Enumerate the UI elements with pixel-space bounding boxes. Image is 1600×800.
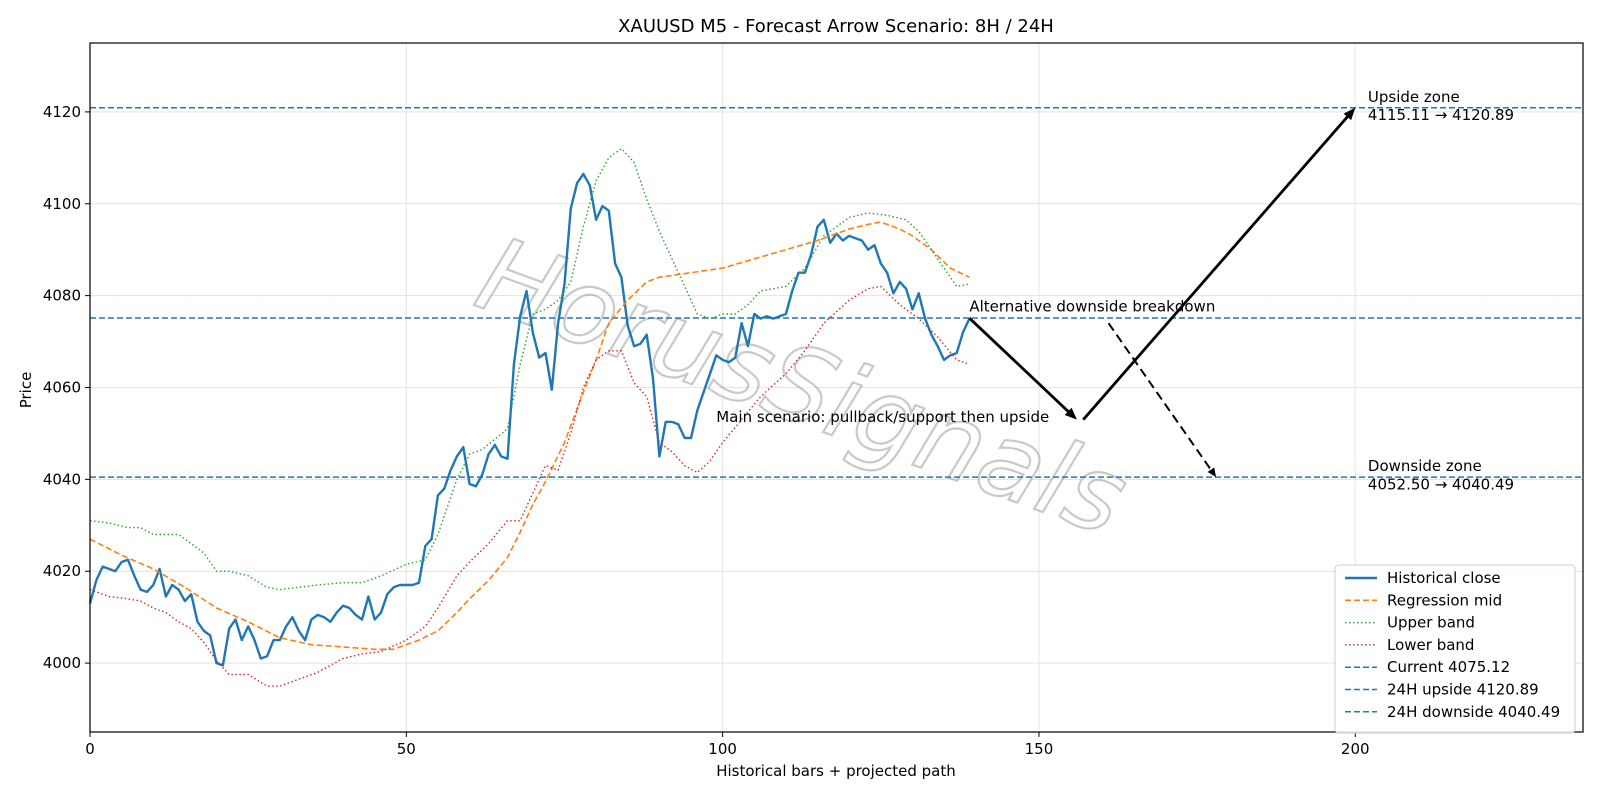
x-tick-label: 50 [397,740,416,758]
y-tick-label: 4060 [43,379,81,397]
legend-label: Current 4075.12 [1387,658,1510,676]
annotation-upside-1: Upside zone [1368,88,1460,106]
forecast-arrows [968,107,1356,478]
legend-label: Lower band [1387,636,1474,654]
legend-label: Historical close [1387,569,1501,587]
y-tick-label: 4040 [43,470,81,488]
y-tick-label: 4080 [43,287,81,305]
arrow-head-alternative [1207,467,1217,478]
x-tick-label: 100 [708,740,737,758]
y-axis-label: Price [17,372,35,409]
legend-label: 24H upside 4120.89 [1387,681,1539,699]
annotation-downside-1: Downside zone [1368,457,1482,475]
arrow-shaft-main-down [968,317,1073,416]
arrow-shaft-alternative [1107,322,1214,474]
x-tick-label: 150 [1025,740,1054,758]
arrow-head-main-up [1343,107,1356,121]
y-tick-label: 4000 [43,654,81,672]
annotations: Main scenario: pullback/support then ups… [716,88,1514,494]
legend: Historical close Regression mid Upper band… [1334,564,1576,734]
legend-label: 24H downside 4040.49 [1387,703,1560,721]
legend-box [1334,564,1576,734]
chart-title: XAUUSD M5 - Forecast Arrow Scenario: 8H … [618,16,1054,37]
x-tick-label: 0 [85,740,95,758]
annotation-alternative: Alternative downside breakdown [969,298,1215,316]
annotation-main: Main scenario: pullback/support then ups… [716,408,1049,426]
legend-label: Upper band [1387,614,1475,632]
series-line-regression-mid [89,221,970,651]
arrow-head-main-down [1064,407,1077,420]
annotation-downside-2: 4052.50 → 4040.49 [1368,475,1514,493]
series-line-lower-band [89,285,970,687]
gridlines [89,43,1583,732]
legend-label: Regression mid [1387,591,1502,609]
x-axis-label: Historical bars + projected path [716,762,956,780]
annotation-upside-2: 4115.11 → 4120.89 [1368,106,1514,124]
y-tick-label: 4020 [43,562,81,580]
series-line-historical-close [88,172,971,667]
reference-lines [90,107,1583,478]
x-tick-label: 200 [1341,740,1370,758]
data-series [88,147,971,687]
y-tick-label: 4100 [43,195,81,213]
axes: 0 50 100 150 200 4000 4020 4040 4060 4080 4100 4120 [43,103,1370,758]
y-tick-label: 4120 [43,103,81,121]
arrow-shaft-main-up [1082,112,1352,421]
